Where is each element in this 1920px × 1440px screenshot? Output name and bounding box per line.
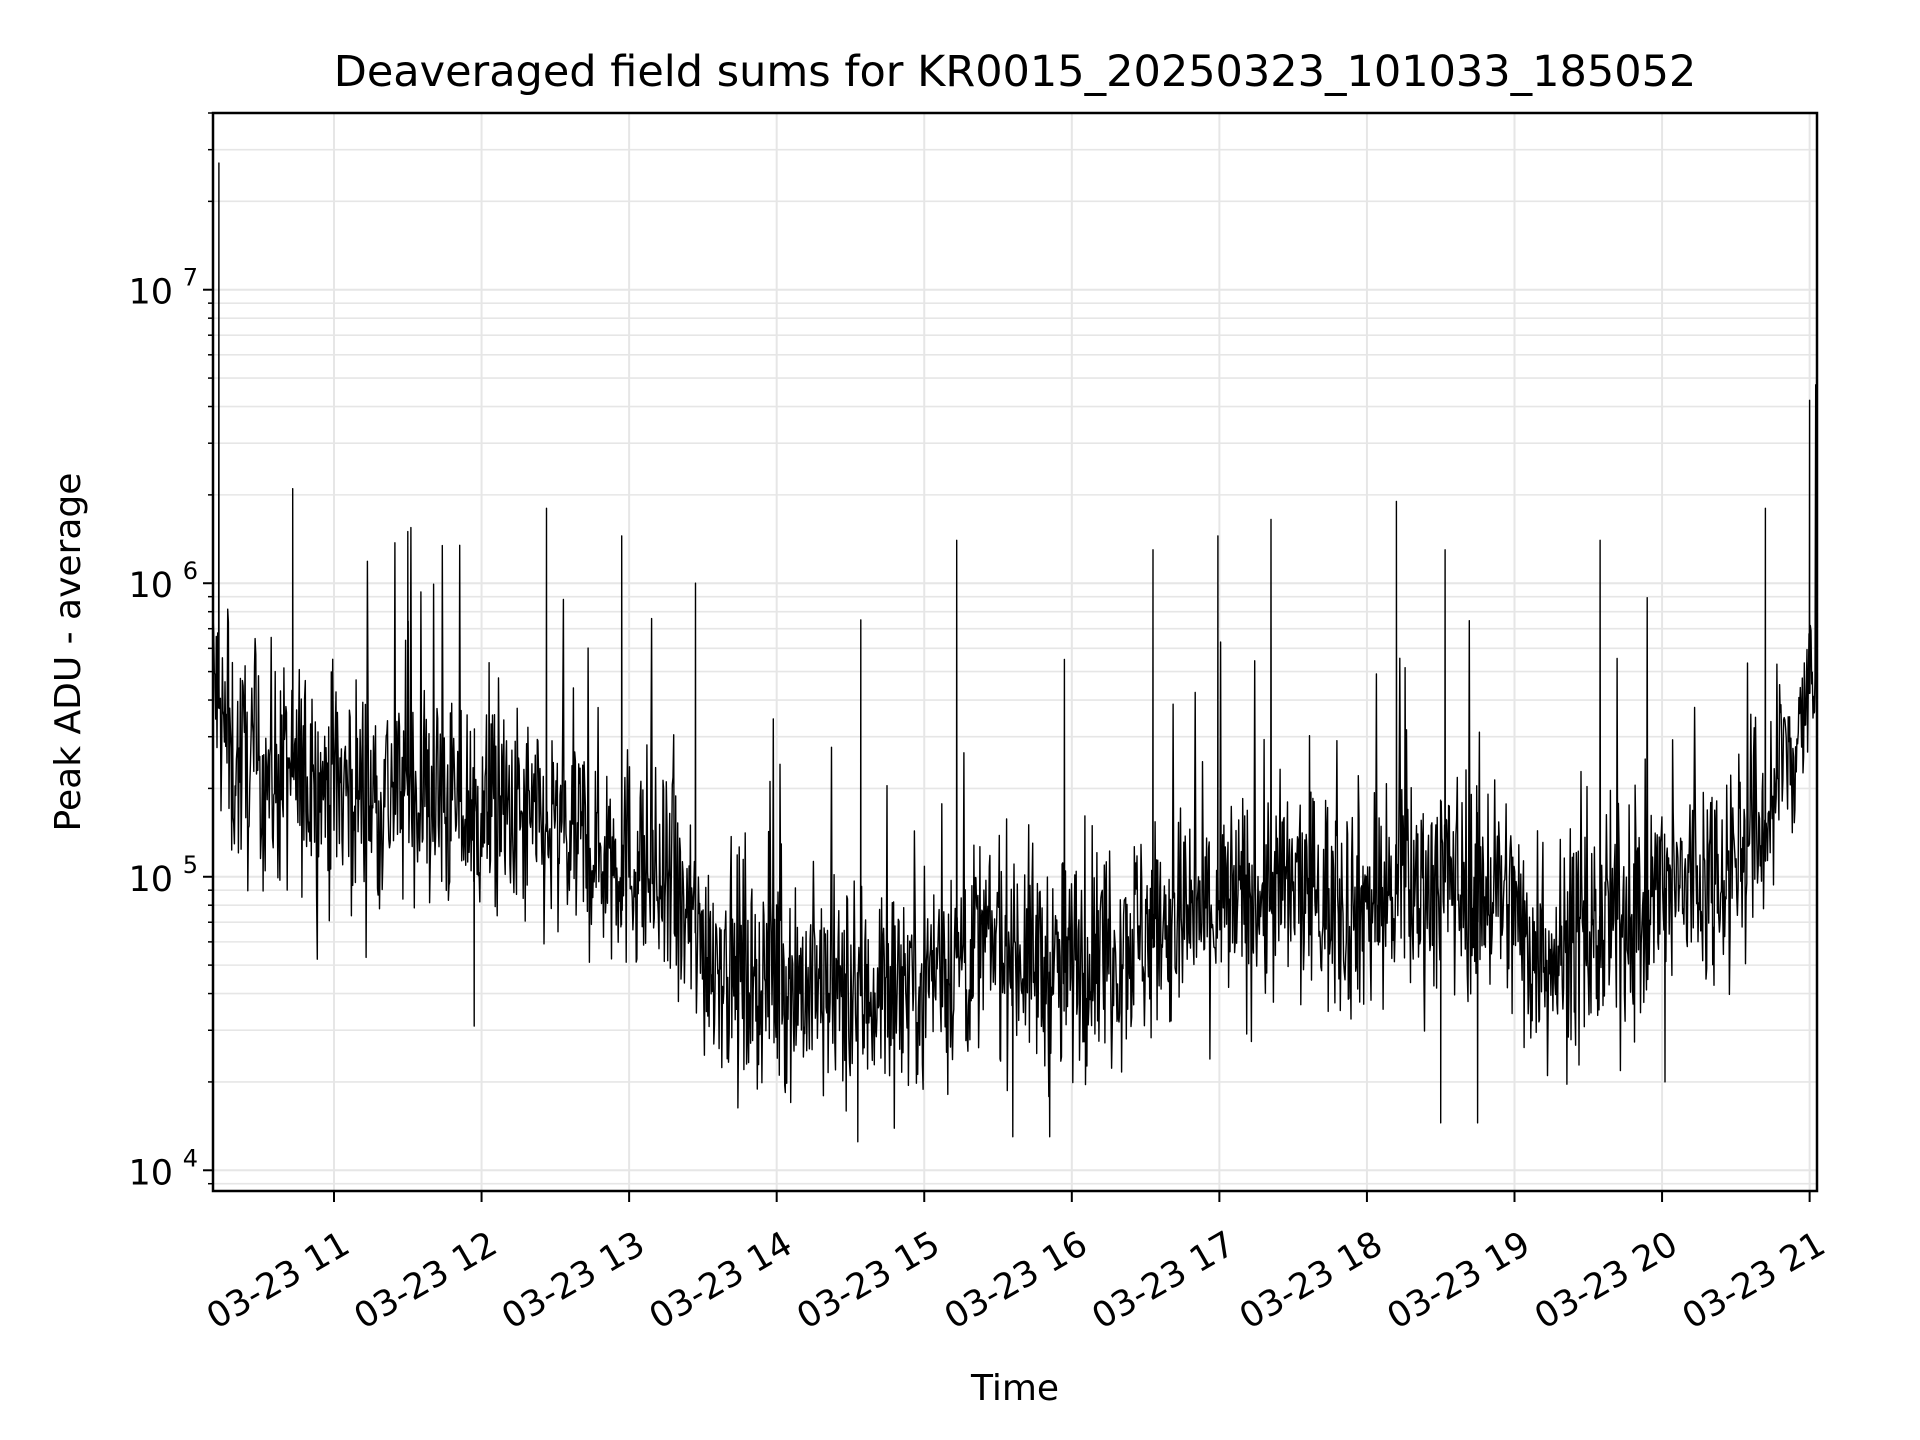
y-tick-exponent: 5 — [183, 851, 198, 879]
y-tick-label: 10 — [128, 273, 173, 313]
y-tick-exponent: 6 — [183, 557, 198, 585]
series-line — [213, 162, 1817, 1143]
y-tick-exponent: 4 — [183, 1144, 198, 1172]
chart-title: Deaveraged field sums for KR0015_2025032… — [334, 47, 1697, 97]
grid — [213, 112, 1817, 1191]
y-tick-exponent: 7 — [183, 264, 198, 292]
plot-frame — [211, 111, 1819, 1193]
y-tick-label: 10 — [128, 860, 173, 900]
y-axis-label: Peak ADU - average — [48, 473, 89, 832]
x-axis-label: Time — [970, 1368, 1059, 1409]
y-tick-label: 10 — [128, 566, 173, 606]
series-layer — [213, 162, 1817, 1143]
y-axis: 10 4 10 5 10 6 10 7 — [128, 112, 213, 1193]
y-tick-label: 10 — [128, 1153, 173, 1193]
